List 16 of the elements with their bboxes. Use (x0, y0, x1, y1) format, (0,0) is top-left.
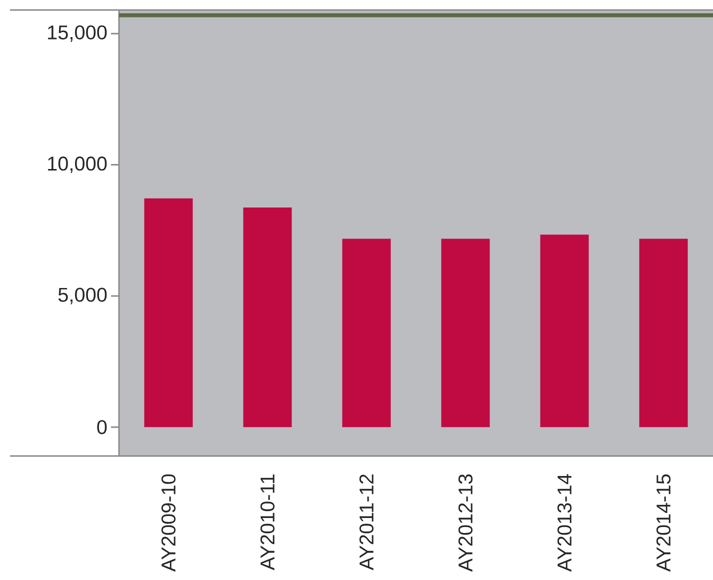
y-tick-label: 10,000 (48, 156, 107, 174)
bar (342, 238, 391, 428)
bar (144, 198, 193, 428)
x-tick-label: AY2014-15 (656, 474, 671, 572)
x-tick-label: AY2010-11 (260, 474, 275, 570)
x-tick-label: AY2011-12 (359, 474, 374, 570)
bar (639, 238, 688, 428)
y-tick-label: 15,000 (48, 25, 107, 42)
y-tick-label: 0 (97, 420, 107, 434)
x-tick-label: AY2009-10 (161, 474, 176, 572)
bar (441, 238, 490, 428)
bar (243, 208, 292, 428)
bar (540, 234, 589, 428)
x-tick-label: AY2012-13 (458, 474, 473, 572)
y-tick-label: 5,000 (58, 288, 107, 304)
x-tick-label: AY2013-14 (557, 474, 572, 572)
